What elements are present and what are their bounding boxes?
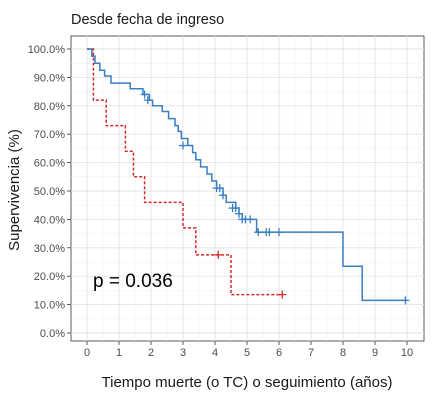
chart-title: Desde fecha de ingreso — [71, 12, 224, 28]
x-tick-label: 0 — [84, 347, 90, 359]
y-tick-label: 60.0% — [34, 158, 65, 170]
x-tick-label: 2 — [148, 347, 154, 359]
p-value-annotation: p = 0.036 — [93, 271, 173, 292]
censor-mark — [143, 96, 152, 105]
censor-mark — [275, 228, 283, 237]
y-tick-label: 90.0% — [34, 72, 65, 84]
x-tick-label: 3 — [180, 347, 186, 359]
x-tick-label: 6 — [276, 347, 282, 359]
y-axis-title: Supervivencia (%) — [6, 129, 23, 251]
axes: 0 1 2 3 4 5 6 7 8 9 100.0%10.0%20.0%30.0%40.0%50.0… — [28, 44, 413, 359]
censor-mark — [265, 228, 274, 237]
y-tick-label: 50.0% — [34, 186, 65, 198]
y-tick-label: 80.0% — [34, 101, 65, 113]
y-tick-label: 0.0% — [40, 328, 65, 340]
x-tick-label: 5 — [244, 347, 250, 359]
censor-mark — [231, 204, 240, 213]
censor-mark — [219, 191, 227, 200]
censor-mark — [235, 209, 243, 218]
censor-mark — [278, 290, 287, 299]
y-tick-label: 70.0% — [34, 129, 65, 141]
y-tick-label: 20.0% — [34, 271, 65, 283]
censor-mark — [246, 215, 255, 224]
x-tick-label: 8 — [340, 347, 346, 359]
x-tick-label: 7 — [308, 347, 314, 359]
censor-mark — [215, 184, 224, 193]
series-layer — [87, 48, 410, 305]
x-axis-title: Tiempo muerte (o TC) o seguimiento (años… — [102, 374, 393, 391]
y-tick-label: 10.0% — [34, 300, 65, 312]
y-tick-label: 100.0% — [28, 44, 66, 56]
censor-mark — [401, 296, 410, 305]
x-tick-label: 4 — [212, 347, 218, 359]
survival-curve-1 — [87, 48, 283, 296]
censor-mark — [254, 228, 263, 237]
censor-mark — [214, 250, 223, 259]
y-tick-label: 30.0% — [34, 243, 65, 255]
x-tick-label: 1 — [116, 347, 122, 359]
censor-mark — [179, 141, 187, 150]
x-tick-label: 9 — [372, 347, 378, 359]
grid-lines — [71, 36, 424, 341]
y-tick-label: 40.0% — [34, 214, 65, 226]
x-tick-label: 10 — [401, 347, 413, 359]
censor-mark — [140, 90, 149, 99]
